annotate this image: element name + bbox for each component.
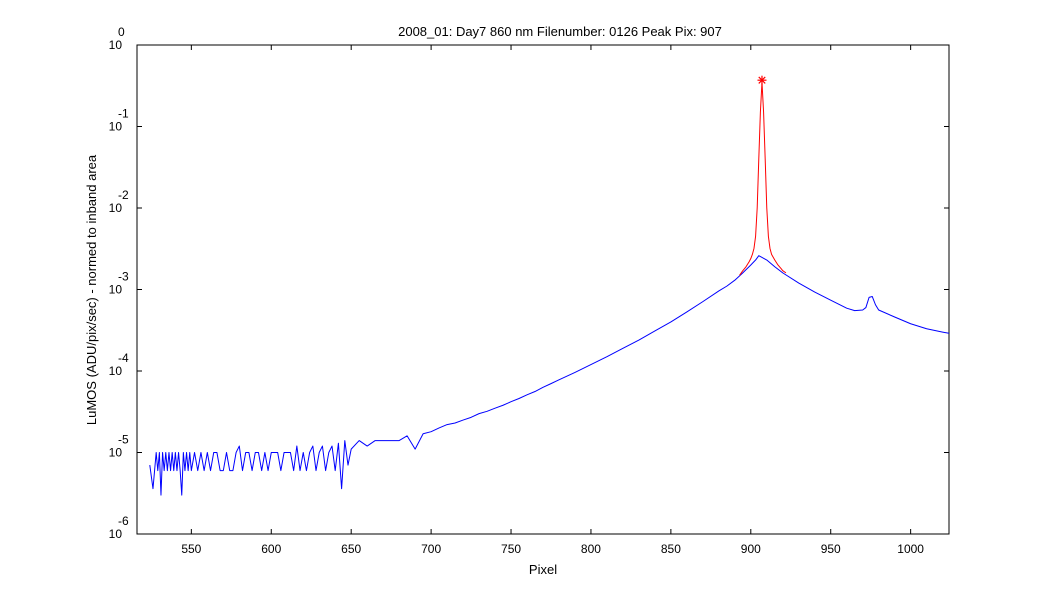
x-tick-label: 1000 (897, 542, 924, 556)
y-tick-label-base: 10 (109, 364, 123, 378)
x-tick-label: 700 (421, 542, 441, 556)
plot-area: 550 600 650 700 750 800 850 900 950 100010010-110… (109, 25, 950, 556)
y-tick-label-base: 10 (109, 201, 123, 215)
y-tick-label-base: 10 (109, 527, 123, 541)
y-tick-label-base: 10 (109, 446, 123, 460)
x-tick-label: 900 (741, 542, 761, 556)
x-tick-label: 950 (821, 542, 841, 556)
x-tick-label: 650 (341, 542, 361, 556)
x-tick-label: 800 (581, 542, 601, 556)
x-tick-label: 850 (661, 542, 681, 556)
series-line-1 (149, 255, 949, 496)
y-tick-label-exponent: -1 (118, 107, 129, 121)
chart-title: 2008_01: Day7 860 nm Filenumber: 0126 Pe… (398, 24, 722, 39)
y-tick-label-exponent: -4 (118, 351, 129, 365)
x-tick-label: 550 (181, 542, 201, 556)
y-tick-label-exponent: -3 (118, 270, 129, 284)
y-tick-label-base: 10 (109, 38, 123, 52)
y-tick-label-exponent: 0 (118, 25, 125, 39)
x-tick-label: 600 (261, 542, 281, 556)
x-tick-label: 750 (501, 542, 521, 556)
x-axis-label: Pixel (529, 562, 557, 577)
y-tick-label-exponent: -5 (118, 433, 129, 447)
y-axis-label: LuMOS (ADU/pix/sec) - normed to inband a… (84, 154, 99, 425)
peak-star-marker (757, 75, 767, 85)
y-tick-label-exponent: -2 (118, 188, 129, 202)
y-tick-label-base: 10 (109, 283, 123, 297)
peak-star-stroke (758, 76, 766, 84)
y-tick-label-base: 10 (109, 120, 123, 134)
y-tick-label-exponent: -6 (118, 514, 129, 528)
